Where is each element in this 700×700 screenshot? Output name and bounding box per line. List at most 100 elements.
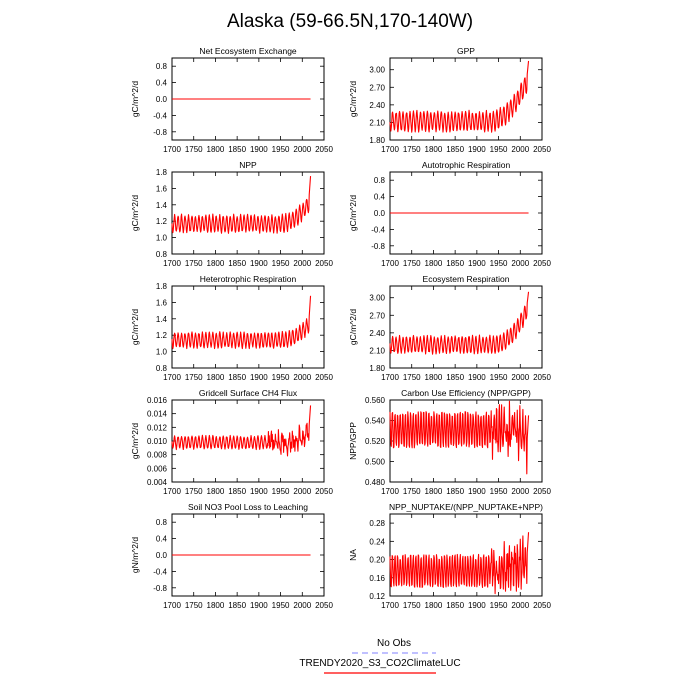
y-tick-label: 0.20 (369, 556, 385, 565)
x-tick-label: 1700 (163, 487, 181, 496)
y-tick-label: 0.010 (147, 437, 168, 446)
panel-title: NPP_NUPTAKE/(NPP_NUPTAKE+NPP) (389, 502, 543, 512)
x-tick-label: 1850 (446, 145, 464, 154)
panel-title: Net Ecosystem Exchange (199, 46, 297, 56)
y-tick-label: 0.0 (156, 95, 168, 104)
x-tick-label: 1750 (185, 373, 203, 382)
x-tick-label: 1900 (250, 487, 268, 496)
series-line (389, 291, 530, 355)
panel-5: Heterotrophic Respiration gC/m^2/d 1700 175… (130, 274, 333, 382)
y-tick-label: 0.012 (147, 423, 168, 432)
x-tick-label: 1950 (272, 601, 290, 610)
x-tick-label: 1900 (468, 373, 486, 382)
panel-1: Net Ecosystem Exchange gC/m^2/d 1700 1750 18… (130, 46, 333, 154)
x-tick-label: 2000 (293, 259, 311, 268)
x-tick-label: 1750 (403, 373, 421, 382)
x-tick-label: 1800 (425, 601, 443, 610)
x-tick-label: 2000 (511, 259, 529, 268)
y-axis-label: gC/m^2/d (348, 309, 358, 345)
x-tick-label: 1700 (381, 373, 399, 382)
y-axis-label: gC/m^2/d (130, 423, 140, 459)
plot-frame (171, 171, 325, 255)
x-tick-label: 1900 (468, 601, 486, 610)
x-tick-label: 1850 (446, 487, 464, 496)
y-tick-label: 0.500 (365, 458, 386, 467)
x-tick-label: 1950 (490, 145, 508, 154)
x-tick-label: 1700 (381, 601, 399, 610)
y-tick-label: 2.40 (369, 329, 385, 338)
y-tick-label: 0.016 (147, 396, 168, 405)
y-axis-label: gC/m^2/d (130, 309, 140, 345)
x-tick-label: 2050 (315, 373, 333, 382)
y-tick-label: 0.12 (369, 592, 385, 601)
panel-title: Autotrophic Respiration (422, 160, 511, 170)
y-tick-label: -0.8 (153, 584, 167, 593)
x-tick-label: 2000 (293, 145, 311, 154)
y-axis-label: NA (348, 549, 358, 561)
panel-title: Soil NO3 Pool Loss to Leaching (188, 502, 308, 512)
x-tick-label: 1950 (272, 145, 290, 154)
y-tick-label: 1.8 (156, 168, 168, 177)
x-tick-label: 1700 (163, 601, 181, 610)
x-tick-label: 1900 (468, 259, 486, 268)
y-tick-label: -0.8 (153, 128, 167, 137)
y-tick-label: 1.80 (369, 136, 385, 145)
y-tick-label: 1.6 (156, 298, 168, 307)
y-tick-label: 0.4 (156, 79, 168, 88)
y-tick-label: 0.8 (156, 250, 168, 259)
y-tick-label: -0.8 (371, 242, 385, 251)
x-tick-label: 2050 (315, 259, 333, 268)
x-tick-label: 1900 (250, 259, 268, 268)
series-line (171, 295, 312, 350)
y-axis-label: gC/m^2/d (130, 195, 140, 231)
y-tick-label: 0.540 (365, 417, 386, 426)
y-tick-label: 1.4 (156, 201, 168, 210)
x-tick-label: 1800 (425, 145, 443, 154)
panel-title: NPP (239, 160, 257, 170)
x-tick-label: 1750 (403, 259, 421, 268)
x-tick-label: 2050 (533, 601, 551, 610)
series-line (171, 405, 312, 457)
x-tick-label: 1700 (381, 259, 399, 268)
x-tick-label: 1850 (228, 487, 246, 496)
series-line (171, 176, 312, 234)
panel-title: Heterotrophic Respiration (200, 274, 297, 284)
y-tick-label: 0.014 (147, 410, 168, 419)
x-tick-label: 1850 (228, 145, 246, 154)
legend-model-label: TRENDY2020_S3_CO2ClimateLUC (299, 658, 460, 669)
plot-frame (389, 513, 543, 597)
y-tick-label: 0.480 (365, 478, 386, 487)
y-tick-label: 2.70 (369, 83, 385, 92)
y-tick-label: 0.28 (369, 519, 385, 528)
x-tick-label: 1850 (446, 373, 464, 382)
y-tick-label: 0.0 (374, 209, 386, 218)
x-tick-label: 1900 (250, 145, 268, 154)
x-tick-label: 1950 (490, 373, 508, 382)
plot-frame (389, 285, 543, 369)
x-tick-label: 1800 (207, 601, 225, 610)
series-line (389, 400, 530, 475)
x-tick-label: 1900 (468, 145, 486, 154)
y-tick-label: 0.24 (369, 537, 385, 546)
y-tick-label: -0.4 (153, 567, 167, 576)
y-tick-label: 1.2 (156, 217, 168, 226)
y-tick-label: 2.70 (369, 311, 385, 320)
y-tick-label: 3.00 (369, 66, 385, 75)
x-tick-label: 1700 (381, 487, 399, 496)
plot-frame (171, 285, 325, 369)
series-line (389, 60, 530, 133)
x-tick-label: 2000 (511, 373, 529, 382)
y-axis-label: gC/m^2/d (348, 81, 358, 117)
x-tick-label: 1700 (381, 145, 399, 154)
x-tick-label: 1800 (207, 145, 225, 154)
y-tick-label: 0.8 (156, 364, 168, 373)
x-tick-label: 1850 (228, 259, 246, 268)
x-tick-label: 2000 (511, 601, 529, 610)
y-tick-label: 0.004 (147, 478, 168, 487)
plot-frame (389, 57, 543, 141)
x-tick-label: 1900 (468, 487, 486, 496)
panel-10: NPP_NUPTAKE/(NPP_NUPTAKE+NPP) NA 1700 1750 1… (348, 502, 551, 610)
x-tick-label: 2000 (511, 145, 529, 154)
x-tick-label: 2050 (315, 487, 333, 496)
